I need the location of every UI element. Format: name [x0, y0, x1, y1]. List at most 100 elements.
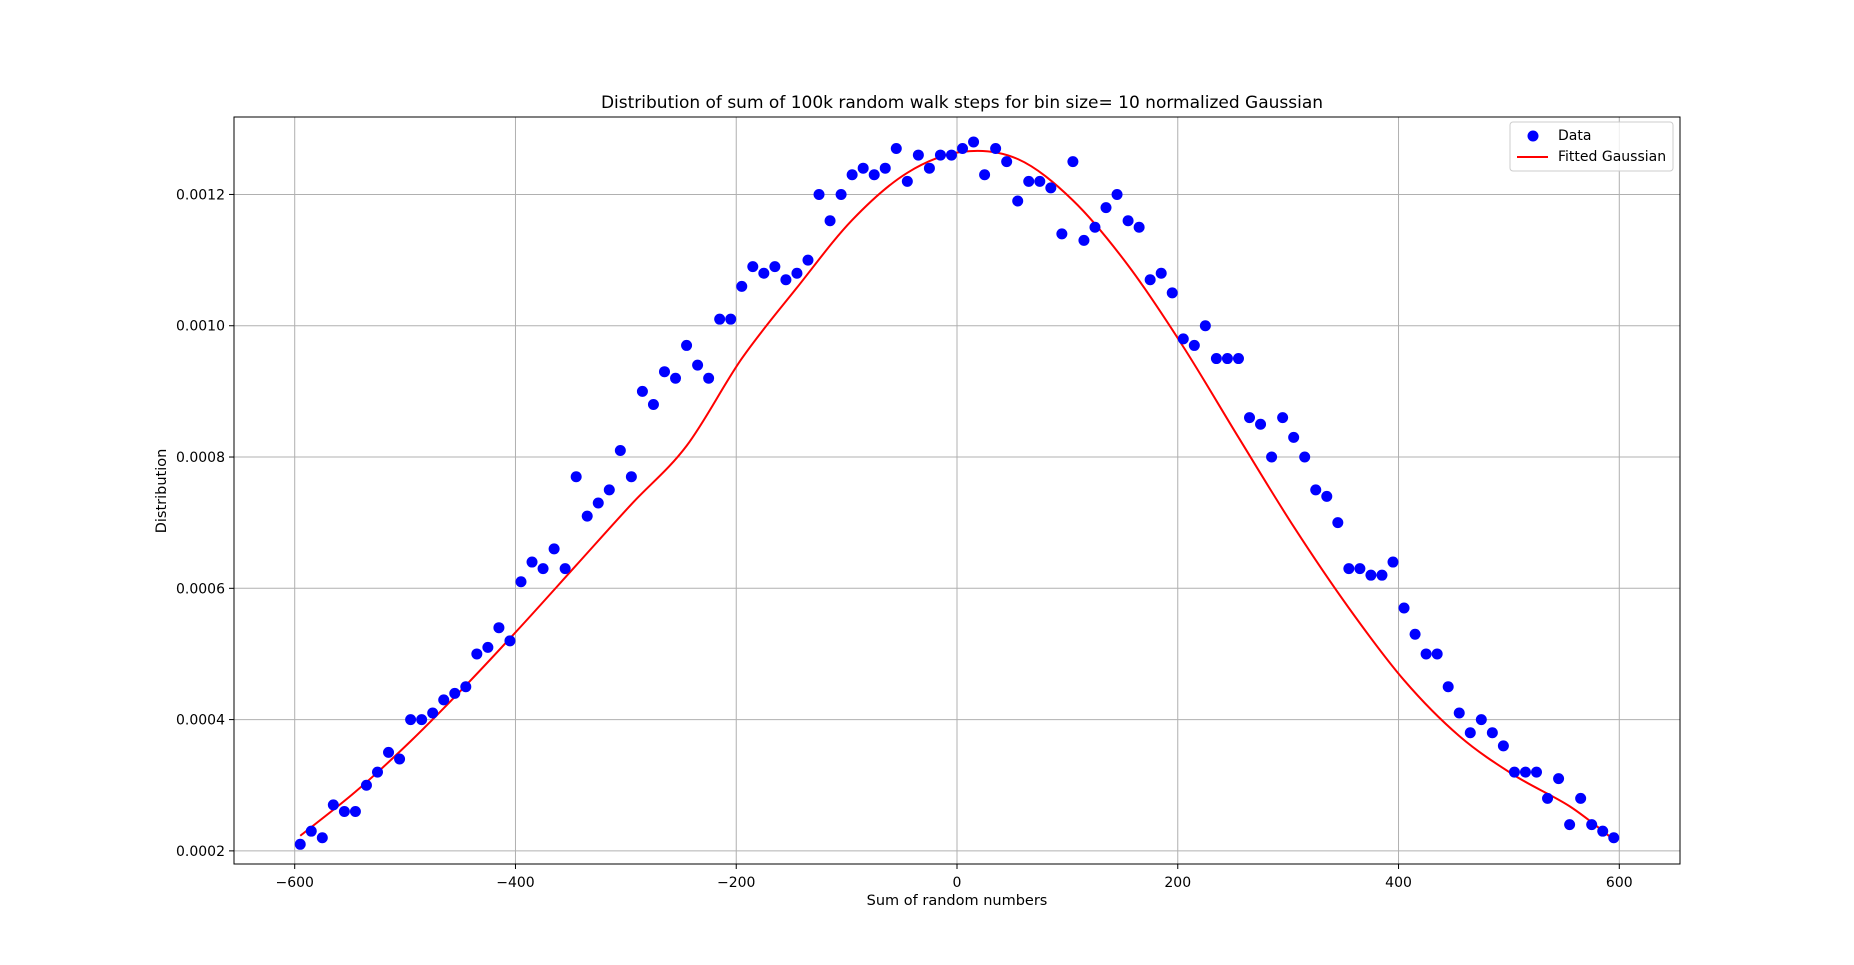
data-point [703, 372, 715, 384]
data-point [1277, 412, 1289, 424]
data-point [658, 366, 670, 378]
x-tick-label: 200 [1164, 875, 1191, 891]
data-point [1299, 451, 1311, 463]
data-point [438, 694, 450, 706]
data-point [1288, 431, 1300, 443]
data-point [1067, 156, 1079, 168]
data-point [482, 641, 494, 653]
data-point [1365, 569, 1377, 581]
data-point [559, 563, 571, 575]
legend-gaussian-label: Fitted Gaussian [1558, 149, 1666, 165]
y-axis-ticks: 0.0002 0.0004 0.0006 0.0008 0.0010 0.0012 [176, 187, 234, 860]
y-tick-label: 0.0008 [176, 450, 225, 466]
data-point [471, 648, 483, 660]
legend-data-marker [1527, 130, 1539, 142]
grid-lines [234, 117, 1680, 864]
data-point [1442, 681, 1454, 693]
data-point [835, 188, 847, 200]
data-point [890, 143, 902, 155]
data-point [1409, 628, 1421, 640]
data-point [1332, 517, 1344, 529]
data-point [912, 149, 924, 161]
data-point [1188, 339, 1200, 351]
data-point [1111, 188, 1123, 200]
data-point [1586, 819, 1598, 831]
x-axis-label: Sum of random numbers [867, 893, 1048, 909]
data-point [1144, 274, 1156, 286]
data-point [736, 280, 748, 292]
data-point [758, 267, 770, 279]
data-point [1508, 766, 1520, 778]
data-point [1100, 202, 1112, 214]
data-point [371, 766, 383, 778]
data-point [934, 149, 946, 161]
data-point [923, 162, 935, 174]
data-point [1034, 175, 1046, 187]
data-point [647, 399, 659, 411]
data-point [846, 169, 858, 181]
data-point [1155, 267, 1167, 279]
data-point [349, 805, 361, 817]
data-point [714, 313, 726, 325]
data-point [791, 267, 803, 279]
data-point [780, 274, 792, 286]
y-tick-label: 0.0004 [176, 713, 225, 729]
x-tick-label: −600 [275, 875, 313, 891]
data-point [1210, 353, 1222, 365]
data-point [901, 175, 913, 187]
data-point [394, 753, 406, 765]
data-point [857, 162, 869, 174]
data-point [725, 313, 737, 325]
data-point [449, 687, 461, 699]
data-point [603, 484, 615, 496]
data-point [427, 707, 439, 719]
data-point [1166, 287, 1178, 299]
y-tick-label: 0.0002 [176, 844, 225, 860]
data-point [405, 714, 417, 726]
data-point [1122, 215, 1134, 227]
data-point [1023, 175, 1035, 187]
data-point [636, 385, 648, 397]
data-point [957, 143, 969, 155]
data-point [1431, 648, 1443, 660]
data-point [1321, 490, 1333, 502]
legend-box [1509, 121, 1674, 172]
data-point [1542, 792, 1554, 804]
data-point [692, 359, 704, 371]
data-point [1221, 353, 1233, 365]
data-point [1575, 792, 1587, 804]
data-point [526, 556, 538, 568]
data-point [1519, 766, 1531, 778]
data-point [504, 635, 516, 647]
data-point [592, 497, 604, 509]
data-point [1387, 556, 1399, 568]
data-point [1001, 156, 1013, 168]
data-point [1464, 727, 1476, 739]
data-point [1255, 418, 1267, 430]
data-point [1045, 182, 1057, 194]
data-point [316, 832, 328, 844]
data-point [968, 136, 980, 148]
y-tick-label: 0.0010 [176, 319, 225, 335]
data-point [460, 681, 472, 693]
x-tick-label: 600 [1606, 875, 1633, 891]
data-point [338, 805, 350, 817]
data-point [1486, 727, 1498, 739]
y-tick-label: 0.0006 [176, 581, 225, 597]
data-point [1056, 228, 1068, 240]
x-tick-label: 0 [953, 875, 962, 891]
data-point [360, 779, 372, 791]
data-point [1089, 221, 1101, 233]
y-tick-label: 0.0012 [176, 187, 225, 203]
data-point [581, 510, 593, 522]
data-point [570, 471, 582, 483]
data-point [305, 825, 317, 837]
data-point [945, 149, 957, 161]
data-point [548, 543, 560, 555]
data-point [1608, 832, 1620, 844]
data-point [625, 471, 637, 483]
data-point [1343, 563, 1355, 575]
x-tick-label: 400 [1385, 875, 1412, 891]
data-point [1531, 766, 1543, 778]
data-point [1475, 714, 1487, 726]
